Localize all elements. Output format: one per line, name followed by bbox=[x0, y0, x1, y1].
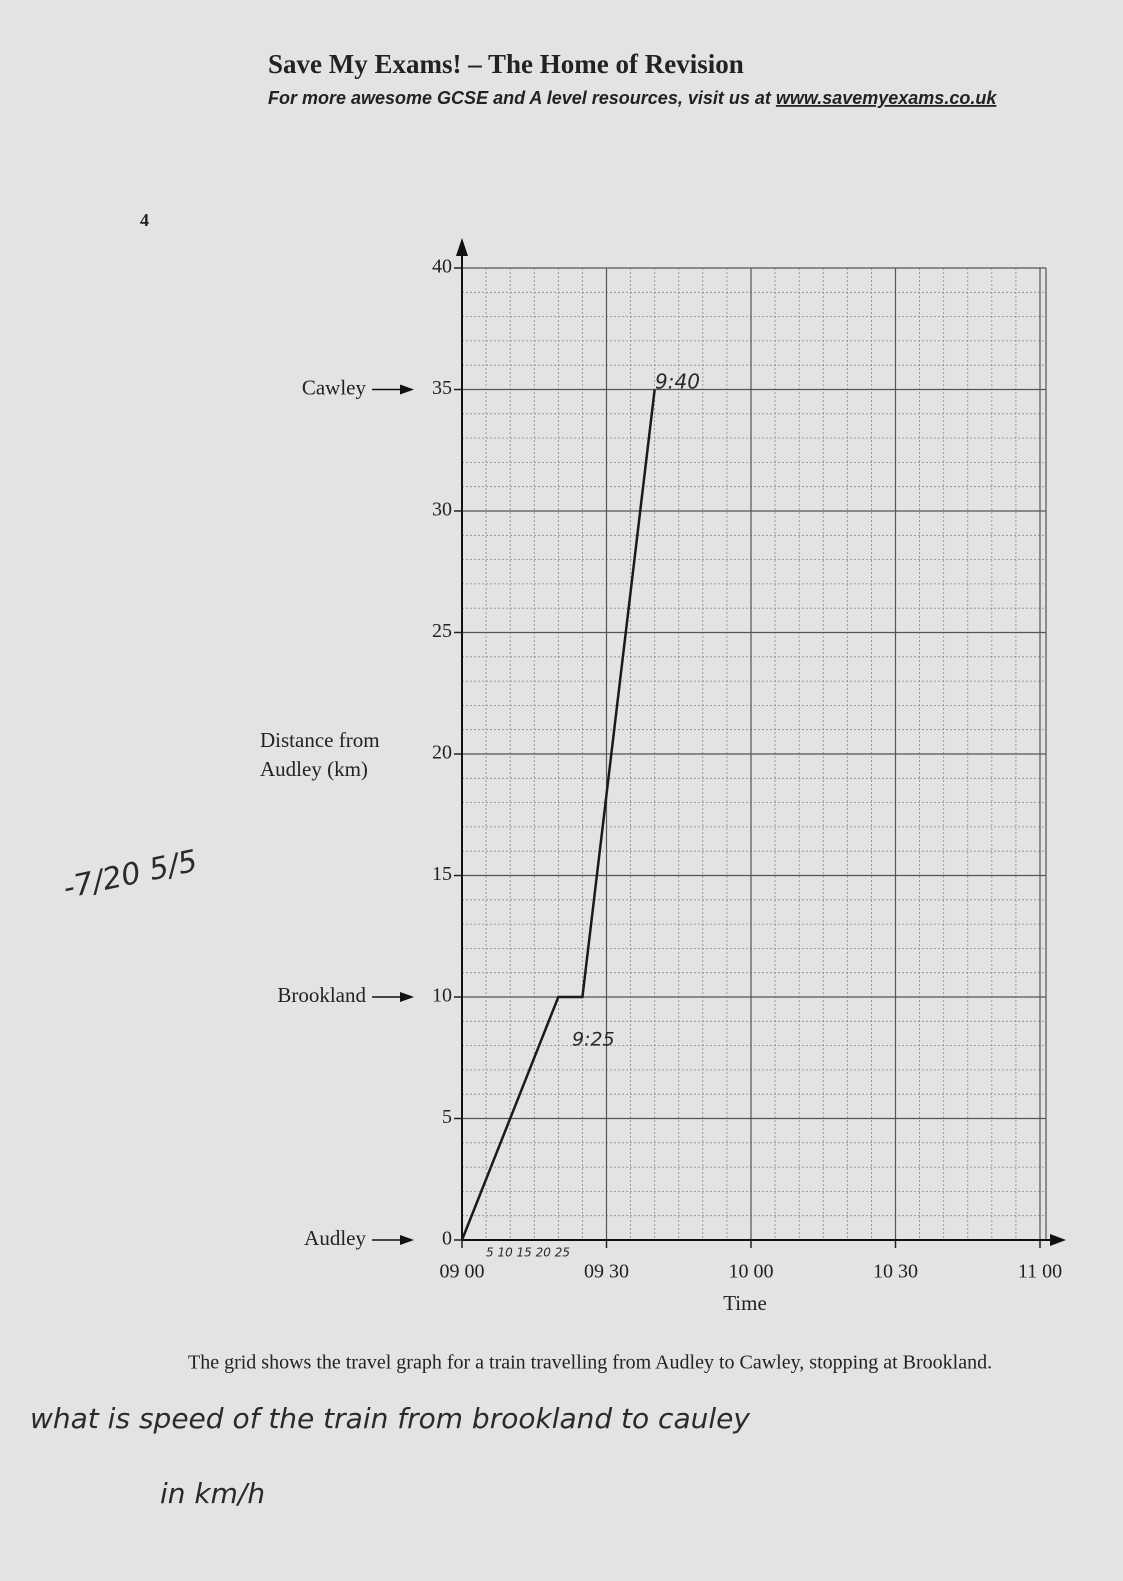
handwritten-question: what is speed of the train from brooklan… bbox=[30, 1402, 750, 1435]
x-tick-label: 09 00 bbox=[440, 1261, 485, 1283]
handwritten-note: 5 10 15 20 25 bbox=[486, 1246, 570, 1260]
caption: The grid shows the travel graph for a tr… bbox=[188, 1352, 992, 1374]
y-axis-arrow bbox=[456, 238, 468, 256]
y-tick-label: 25 bbox=[432, 620, 452, 642]
place-label: Audley bbox=[304, 1226, 366, 1250]
header-title: Save My Exams! – The Home of Revision bbox=[268, 49, 744, 79]
y-tick-label: 20 bbox=[432, 742, 452, 764]
travel-line bbox=[460, 389, 656, 1241]
y-tick-label: 10 bbox=[432, 985, 452, 1007]
x-tick-label: 09 30 bbox=[584, 1261, 629, 1283]
place-label: Cawley bbox=[302, 375, 367, 399]
place-arrowhead bbox=[400, 384, 414, 395]
y-axis-label: Distance from bbox=[260, 728, 380, 752]
x-tick-label: 10 30 bbox=[873, 1261, 918, 1283]
subtitle-text: For more awesome GCSE and A level resour… bbox=[268, 88, 772, 108]
handwritten-note: 9:25 bbox=[572, 1029, 615, 1051]
y-axis-label: Audley (km) bbox=[260, 757, 368, 781]
y-tick-label: 35 bbox=[432, 377, 452, 399]
x-tick-label: 11 00 bbox=[1018, 1261, 1062, 1283]
handwritten-note: 9:40 bbox=[655, 370, 700, 394]
x-axis-arrow bbox=[1050, 1234, 1066, 1246]
handwritten-question: in km/h bbox=[160, 1477, 265, 1510]
x-tick-label: 10 00 bbox=[729, 1261, 774, 1283]
x-axis-label: Time bbox=[723, 1291, 767, 1315]
y-tick-label: 0 bbox=[442, 1228, 452, 1250]
y-tick-label: 30 bbox=[432, 499, 452, 521]
header-subtitle: For more awesome GCSE and A level resour… bbox=[268, 88, 997, 108]
y-tick-label: 40 bbox=[432, 256, 452, 278]
y-tick-label: 5 bbox=[442, 1106, 452, 1128]
place-arrowhead bbox=[400, 1235, 414, 1245]
y-tick-label: 15 bbox=[432, 863, 452, 885]
link[interactable]: www.savemyexams.co.uk bbox=[776, 88, 997, 108]
chart: 0 5 10 15 20 25 30 35 40 09 00 09 30 10 00 10 30 11 0… bbox=[277, 238, 1066, 1283]
place-arrowhead bbox=[400, 992, 414, 1002]
question-number: 4 bbox=[140, 210, 149, 230]
place-label: Brookland bbox=[277, 983, 366, 1007]
